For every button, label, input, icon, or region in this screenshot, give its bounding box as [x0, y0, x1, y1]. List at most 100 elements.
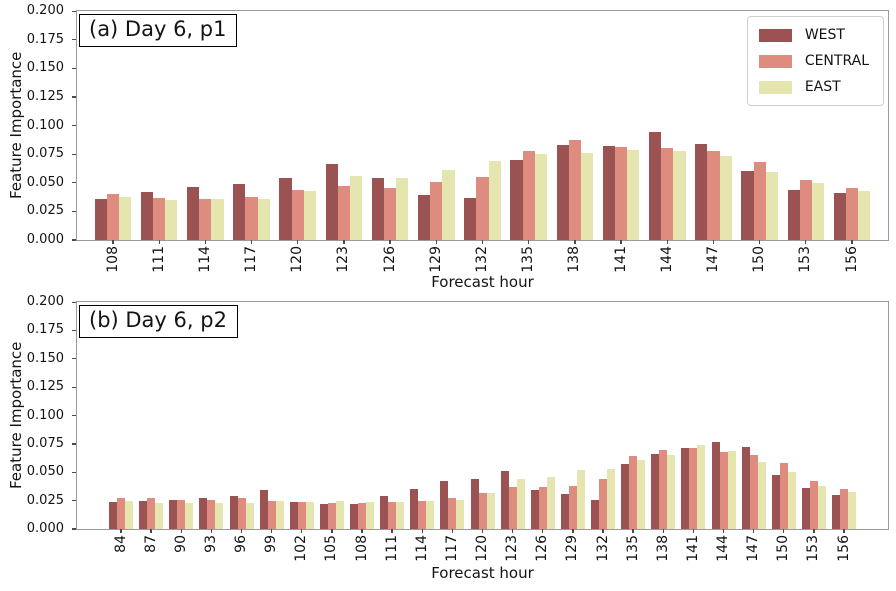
bar-east — [335, 500, 344, 529]
bar-west — [832, 494, 840, 529]
bar-west — [801, 488, 810, 529]
x-tick-mark — [666, 240, 668, 244]
bar-east — [580, 152, 594, 240]
x-tick-mark — [150, 529, 152, 533]
bar-east — [245, 502, 254, 529]
x-tick-label: 114 — [413, 535, 430, 562]
bar-east — [719, 156, 732, 240]
x-tick-label: 117 — [243, 246, 260, 273]
bar-central — [147, 498, 156, 529]
bar-central — [661, 148, 674, 240]
bar-central — [753, 162, 766, 240]
x-tick-mark — [481, 240, 484, 244]
bar-east — [858, 190, 871, 240]
bar-central — [799, 180, 812, 240]
bar-east — [165, 199, 178, 240]
bar-west — [139, 500, 148, 529]
x-tick-label: 126 — [534, 535, 551, 562]
bar-central — [245, 196, 258, 240]
y-tick-label: 0.100 — [26, 407, 64, 423]
x-tick-mark — [158, 240, 160, 244]
bar-east — [534, 154, 547, 240]
x-tick-label: 156 — [843, 246, 860, 273]
x-tick-mark — [180, 529, 182, 533]
bar-west — [591, 499, 599, 529]
central-swatch-icon — [758, 54, 792, 68]
bar-central — [779, 463, 788, 529]
bar-west — [741, 171, 754, 240]
bar-east — [275, 500, 284, 529]
x-tick-label: 132 — [474, 246, 490, 273]
x-tick-mark — [574, 240, 576, 244]
x-tick-mark — [620, 240, 622, 244]
x-tick-label: 90 — [172, 535, 189, 553]
bar-east — [442, 170, 455, 240]
x-tick-label: 147 — [745, 535, 762, 562]
x-tick-mark — [435, 240, 437, 244]
bar-west — [229, 496, 238, 529]
y-tick-label: 0.025 — [26, 492, 64, 508]
bar-east — [673, 150, 686, 240]
y-tick-label: 0.175 — [26, 322, 64, 338]
bar-central — [337, 186, 351, 240]
x-tick-label: 105 — [323, 535, 340, 562]
x-tick-label: 141 — [684, 535, 701, 562]
bar-east — [607, 468, 615, 529]
bar-central — [840, 489, 848, 529]
bar-central — [448, 498, 457, 529]
bar-east — [305, 501, 314, 529]
west-swatch-icon — [758, 28, 792, 42]
y-tick-label: 0.200 — [26, 3, 64, 18]
bar-central — [327, 502, 336, 529]
bar-central — [117, 498, 125, 529]
x-tick-label: 144 — [715, 535, 731, 562]
x-tick-label: 117 — [443, 535, 460, 562]
y-tick-label: 0.150 — [26, 350, 64, 366]
bar-west — [695, 143, 708, 240]
x-tick-mark — [250, 240, 253, 244]
y-tick-mark — [72, 39, 76, 41]
x-tick-label: 135 — [624, 535, 641, 562]
y-tick-label: 0.200 — [26, 294, 64, 309]
x-tick-label: 84 — [112, 535, 129, 553]
bar-east — [185, 502, 194, 529]
bar-west — [94, 198, 107, 240]
x-tick-label: 144 — [658, 246, 675, 273]
x-tick-label: 147 — [704, 246, 721, 273]
bar-west — [418, 195, 431, 240]
x-tick-mark — [851, 240, 853, 244]
x-tick-mark — [692, 529, 695, 533]
bar-central — [522, 150, 535, 240]
bar-central — [568, 140, 581, 240]
y-tick-label: 0.175 — [26, 31, 64, 47]
x-tick-label: 150 — [751, 246, 768, 273]
x-tick-label: 153 — [797, 246, 814, 273]
legend-item-central: CENTRAL — [758, 53, 869, 69]
y-tick-label: 0.075 — [26, 146, 64, 162]
legend-label-central: CENTRAL — [804, 53, 869, 69]
bar-east — [667, 455, 676, 529]
bar-central — [237, 498, 246, 529]
bar-central — [384, 188, 397, 240]
x-tick-mark — [301, 529, 303, 533]
bar-central — [749, 455, 758, 529]
bar-central — [430, 181, 443, 240]
bar-east — [546, 476, 555, 529]
bar-west — [651, 454, 660, 529]
y-tick-label: 0.075 — [26, 435, 64, 451]
x-tick-label: 153 — [805, 535, 822, 562]
bar-central — [568, 485, 577, 529]
bar-central — [629, 456, 638, 529]
y-tick-label: 0.050 — [26, 174, 64, 190]
bar-central — [538, 487, 547, 529]
x-tick-label: 102 — [293, 535, 310, 562]
x-tick-label: 150 — [775, 535, 792, 562]
x-tick-label: 126 — [381, 246, 398, 273]
x-tick-mark — [511, 529, 514, 533]
panel-a-title: (a) Day 6, p1 — [79, 14, 238, 47]
bar-west — [771, 474, 780, 529]
bar-west — [319, 504, 328, 529]
x-tick-label: 123 — [504, 535, 521, 562]
x-tick-mark — [331, 529, 333, 533]
bar-west — [470, 479, 479, 529]
